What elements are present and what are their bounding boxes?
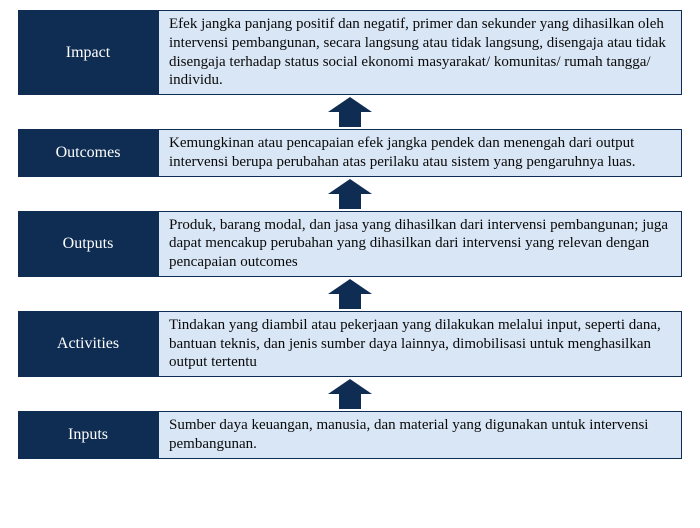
label-inputs: Inputs xyxy=(18,411,158,459)
row-outcomes: Outcomes Kemungkinan atau pencapaian efe… xyxy=(18,129,682,177)
logic-model-stack: Impact Efek jangka panjang positif dan n… xyxy=(18,10,682,459)
label-impact: Impact xyxy=(18,10,158,95)
desc-outputs: Produk, barang modal, dan jasa yang diha… xyxy=(158,211,682,277)
arrow-3 xyxy=(18,279,682,309)
row-outputs: Outputs Produk, barang modal, dan jasa y… xyxy=(18,211,682,277)
arrow-1 xyxy=(18,97,682,127)
arrow-2 xyxy=(18,179,682,209)
label-activities: Activities xyxy=(18,311,158,377)
row-activities: Activities Tindakan yang diambil atau pe… xyxy=(18,311,682,377)
desc-outcomes: Kemungkinan atau pencapaian efek jangka … xyxy=(158,129,682,177)
row-inputs: Inputs Sumber daya keuangan, manusia, da… xyxy=(18,411,682,459)
desc-inputs: Sumber daya keuangan, manusia, dan mater… xyxy=(158,411,682,459)
up-arrow-icon xyxy=(328,379,372,409)
label-outcomes: Outcomes xyxy=(18,129,158,177)
up-arrow-icon xyxy=(328,179,372,209)
row-impact: Impact Efek jangka panjang positif dan n… xyxy=(18,10,682,95)
arrow-4 xyxy=(18,379,682,409)
desc-activities: Tindakan yang diambil atau pekerjaan yan… xyxy=(158,311,682,377)
label-outputs: Outputs xyxy=(18,211,158,277)
desc-impact: Efek jangka panjang positif dan negatif,… xyxy=(158,10,682,95)
up-arrow-icon xyxy=(328,279,372,309)
up-arrow-icon xyxy=(328,97,372,127)
